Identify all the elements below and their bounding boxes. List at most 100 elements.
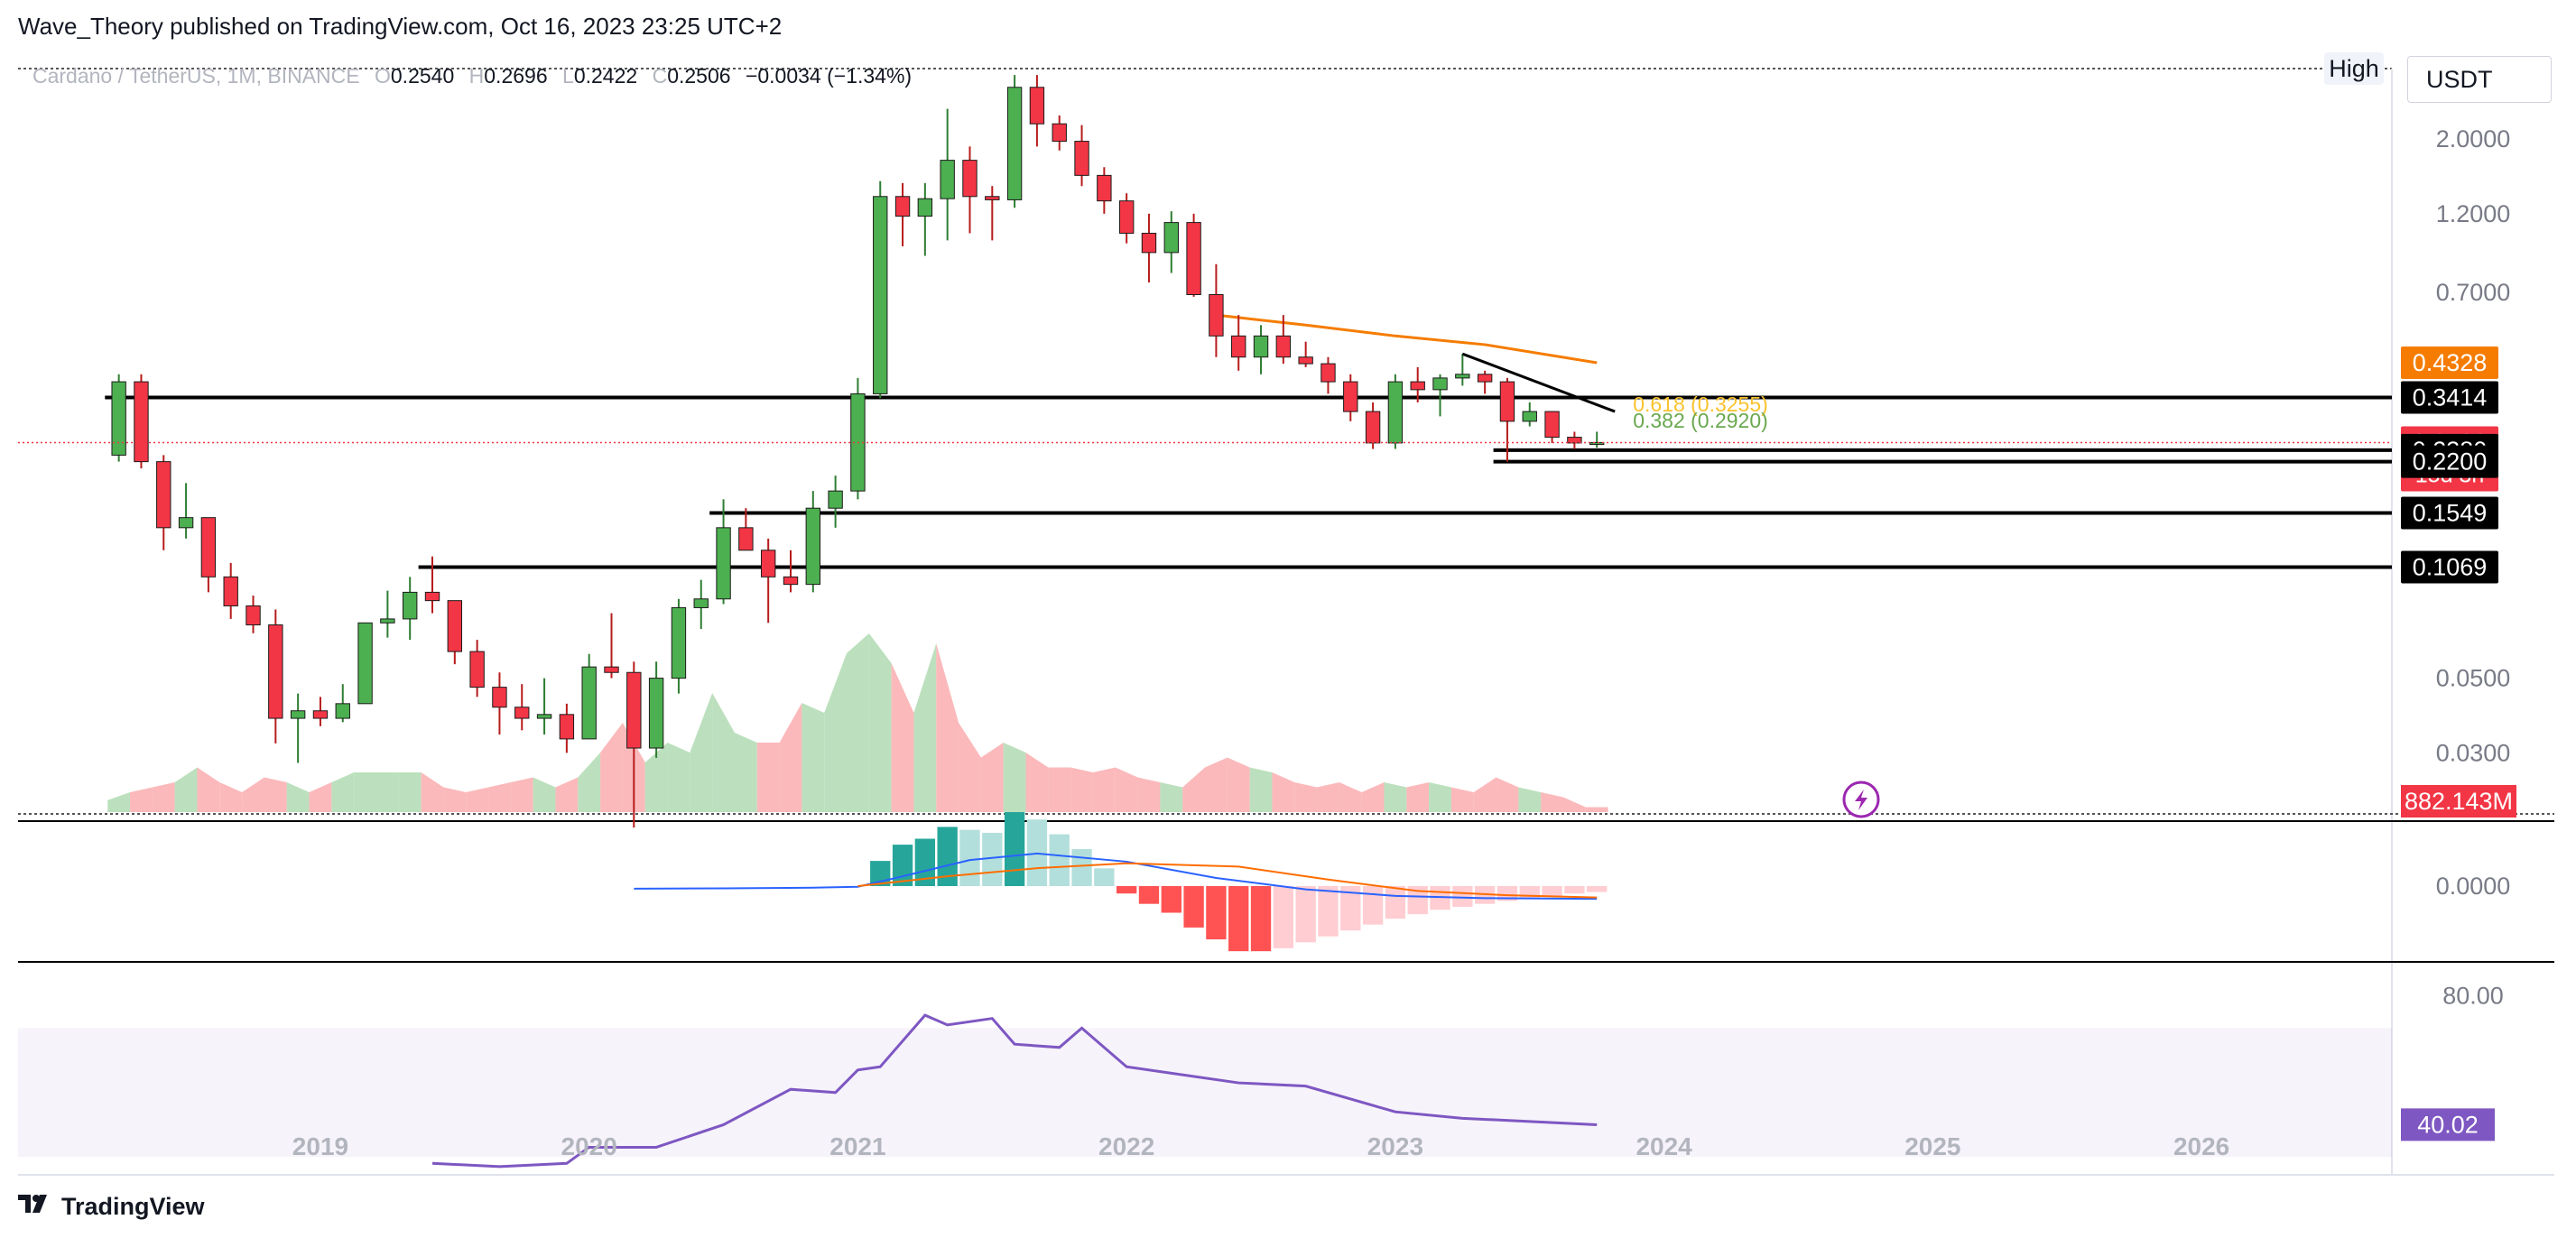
macd-histogram-bar	[1228, 886, 1249, 952]
volume-segment	[219, 782, 243, 812]
lightning-icon[interactable]	[1842, 781, 1880, 818]
candle	[246, 605, 261, 626]
macd-histogram-bar	[1496, 886, 1518, 901]
candle	[290, 710, 306, 719]
volume-segment	[1585, 807, 1608, 812]
volume-segment	[1518, 787, 1542, 812]
volume-segment	[959, 723, 981, 812]
candle	[1499, 381, 1515, 422]
macd-histogram-bar	[1094, 868, 1115, 886]
volume-segment	[107, 792, 131, 812]
candle	[200, 517, 217, 577]
volume-segment	[286, 782, 310, 812]
price-arrow-icon	[2401, 453, 2410, 468]
candle	[268, 624, 283, 719]
price-tick-label: 0.7000	[2436, 279, 2511, 306]
volume-segment	[1182, 767, 1205, 812]
candle	[671, 606, 687, 679]
macd-histogram-bar	[1318, 886, 1339, 937]
candle	[873, 196, 888, 394]
candle	[1567, 437, 1582, 444]
volume-segment	[1317, 782, 1339, 812]
candle	[1275, 335, 1292, 358]
legend-open-label: O	[375, 64, 391, 88]
volume-segment	[1562, 797, 1586, 812]
volume-segment	[152, 782, 175, 812]
candle	[156, 461, 171, 529]
candle	[894, 196, 911, 217]
volume-segment	[443, 787, 467, 812]
time-tick-label: 2022	[1098, 1132, 1154, 1160]
volume-segment	[1473, 777, 1496, 812]
time-axis: 2019 2020 2021 2022 2023 2024 2025 2026	[292, 1132, 2229, 1160]
volume-segment	[1048, 767, 1071, 812]
rsi-line	[431, 1013, 1598, 1169]
candle	[716, 527, 731, 600]
candle	[1209, 293, 1224, 337]
volume-segment	[1115, 767, 1138, 812]
volume-segment	[1541, 792, 1563, 812]
volume-segment	[1450, 787, 1474, 812]
volume-segment	[264, 777, 287, 812]
candle	[134, 381, 149, 463]
candle	[1455, 374, 1470, 379]
volume-segment	[824, 653, 848, 812]
publisher-line: Wave_Theory published on TradingView.com…	[18, 13, 783, 40]
volume-segment	[1406, 782, 1430, 812]
volume-segment	[1137, 777, 1161, 812]
volume-segment	[1272, 772, 1295, 812]
macd-histogram-bar	[1206, 886, 1227, 940]
price-tag-label: 0.2200	[2413, 448, 2488, 476]
price-tick-label: 1.2000	[2436, 200, 2511, 227]
volume-segment	[690, 693, 713, 812]
volume-segment	[1205, 757, 1228, 812]
currency-button[interactable]: USDT	[2407, 56, 2552, 103]
macd-histogram-bar	[1542, 886, 1562, 897]
candle	[335, 703, 350, 719]
candle	[760, 550, 776, 577]
volume-segment	[913, 643, 937, 812]
macd-line	[634, 852, 1598, 901]
macd-histogram-bar	[1250, 886, 1272, 952]
time-tick-label: 2020	[561, 1132, 617, 1160]
macd-histogram-bar	[1049, 834, 1070, 886]
time-tick-label: 2019	[292, 1132, 348, 1160]
tradingview-logo-icon	[18, 1191, 54, 1222]
candle	[604, 666, 619, 673]
volume-segment	[1339, 782, 1362, 812]
candle	[1253, 335, 1269, 358]
signal-line	[857, 862, 1598, 899]
candle	[1163, 222, 1179, 254]
volume-segment	[578, 753, 601, 812]
volume-segment	[421, 772, 444, 812]
volume-segment	[533, 777, 556, 812]
volume-segment	[174, 767, 198, 812]
volume-segment	[555, 777, 579, 812]
footer-brand: TradingView	[61, 1192, 205, 1220]
candle	[1029, 87, 1045, 125]
volume-segment	[1249, 767, 1273, 812]
price-tag-label: 0.1549	[2413, 499, 2488, 526]
candle	[1522, 411, 1537, 422]
price-tag-label: 0.1069	[2413, 554, 2488, 581]
candle	[1006, 87, 1023, 200]
rsi-pane: 80.00 40.02	[431, 983, 2504, 1169]
volume-segment	[802, 703, 825, 812]
volume-segment	[354, 772, 376, 812]
volume-segment	[644, 743, 668, 812]
price-tick-label: 0.0300	[2436, 739, 2511, 766]
candle	[514, 707, 530, 719]
support-resistance-levels	[105, 395, 2392, 569]
volume-segment	[331, 772, 355, 812]
volume-segment	[466, 787, 489, 812]
moving-average	[1216, 313, 1598, 365]
interval-high-button[interactable]: High	[2324, 52, 2384, 85]
rsi-band	[18, 1028, 2392, 1158]
time-tick-label: 2026	[2173, 1132, 2229, 1160]
time-tick-label: 2021	[829, 1132, 885, 1160]
candle	[1343, 381, 1358, 412]
candle	[1589, 442, 1605, 446]
sma-line	[1216, 313, 1598, 365]
volume-segment	[868, 633, 892, 812]
